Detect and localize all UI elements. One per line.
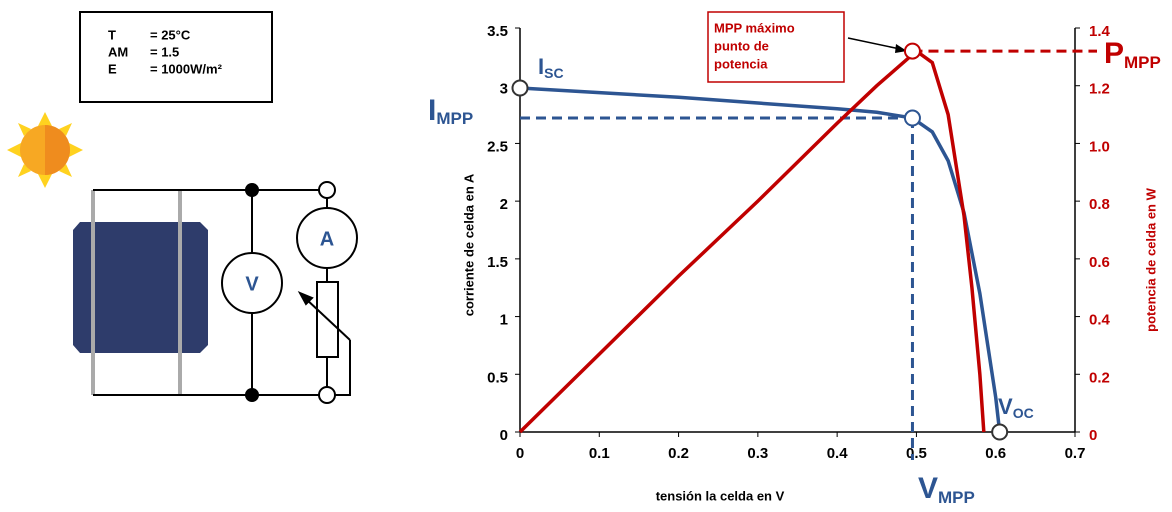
circuit: [93, 181, 358, 404]
mpp-note-box: [707, 11, 845, 83]
condition-label: AM: [108, 44, 128, 59]
junction: [245, 388, 259, 402]
x-tick-label: 0.1: [589, 445, 610, 462]
impp-point: [903, 109, 921, 127]
condition-value: = 1.5: [150, 44, 179, 59]
isc-point: [511, 79, 529, 97]
y2-tick-label: 0.8: [1089, 196, 1110, 213]
y-tick-label: 0.5: [487, 369, 508, 386]
voltmeter-label: V: [245, 273, 259, 295]
mpp-note: potencia: [714, 56, 768, 71]
condition-label: T: [108, 27, 116, 42]
y-tick-label: 1: [500, 312, 508, 329]
conditions-box: [79, 11, 273, 103]
mpp-note: punto de: [714, 38, 769, 53]
y-tick-label: 2.5: [487, 138, 508, 155]
isc-label: ISC: [538, 54, 564, 81]
y2-tick-label: 1.2: [1089, 81, 1110, 98]
mpp-note: MPP máximo: [714, 20, 795, 35]
x-tick-label: 0.5: [906, 445, 927, 462]
voc-label: VOC: [998, 394, 1034, 421]
pmpp-label: PMPP: [1104, 37, 1161, 73]
condition-value: = 25°C: [150, 27, 191, 42]
y-tick-label: 3: [500, 81, 508, 98]
y-tick-label: 0: [500, 427, 508, 444]
y2-axis-title: potencia de celda en W: [1143, 187, 1158, 331]
x-axis-title: tensión la celda en V: [656, 488, 785, 503]
y2-tick-label: 1.4: [1089, 23, 1111, 40]
y-tick-label: 2: [500, 196, 508, 213]
vmpp-label: VMPP: [918, 472, 975, 508]
y-tick-label: 1.5: [487, 254, 508, 271]
x-tick-label: 0.4: [827, 445, 849, 462]
series-line: [518, 48, 986, 434]
ammeter-label: A: [320, 228, 334, 250]
y-tick-label: 3.5: [487, 23, 508, 40]
sun: [7, 112, 83, 188]
solar-cell: [73, 222, 208, 353]
x-tick-label: 0.3: [747, 445, 768, 462]
y2-tick-label: 1.0: [1089, 138, 1110, 155]
x-tick-label: 0.6: [985, 445, 1006, 462]
y2-tick-label: 0: [1089, 427, 1097, 444]
impp-label: IMPP: [428, 94, 473, 129]
junction: [245, 183, 259, 197]
y2-tick-label: 0.4: [1089, 312, 1111, 329]
y2-tick-label: 0.2: [1089, 369, 1110, 386]
x-tick-label: 0: [516, 445, 524, 462]
series-line: [519, 86, 1002, 433]
condition-value: = 1000W/m²: [150, 61, 223, 76]
x-tick-label: 0.2: [668, 445, 689, 462]
cell-busbars: [91, 190, 182, 395]
voc-point: [991, 423, 1009, 441]
y-axis-title: corriente de celda en A: [461, 173, 476, 316]
pmpp-point: [903, 42, 921, 60]
condition-label: E: [108, 61, 117, 76]
x-tick-label: 0.7: [1065, 445, 1086, 462]
y2-tick-label: 0.6: [1089, 254, 1110, 271]
mpp-note-arrow: [847, 37, 901, 50]
